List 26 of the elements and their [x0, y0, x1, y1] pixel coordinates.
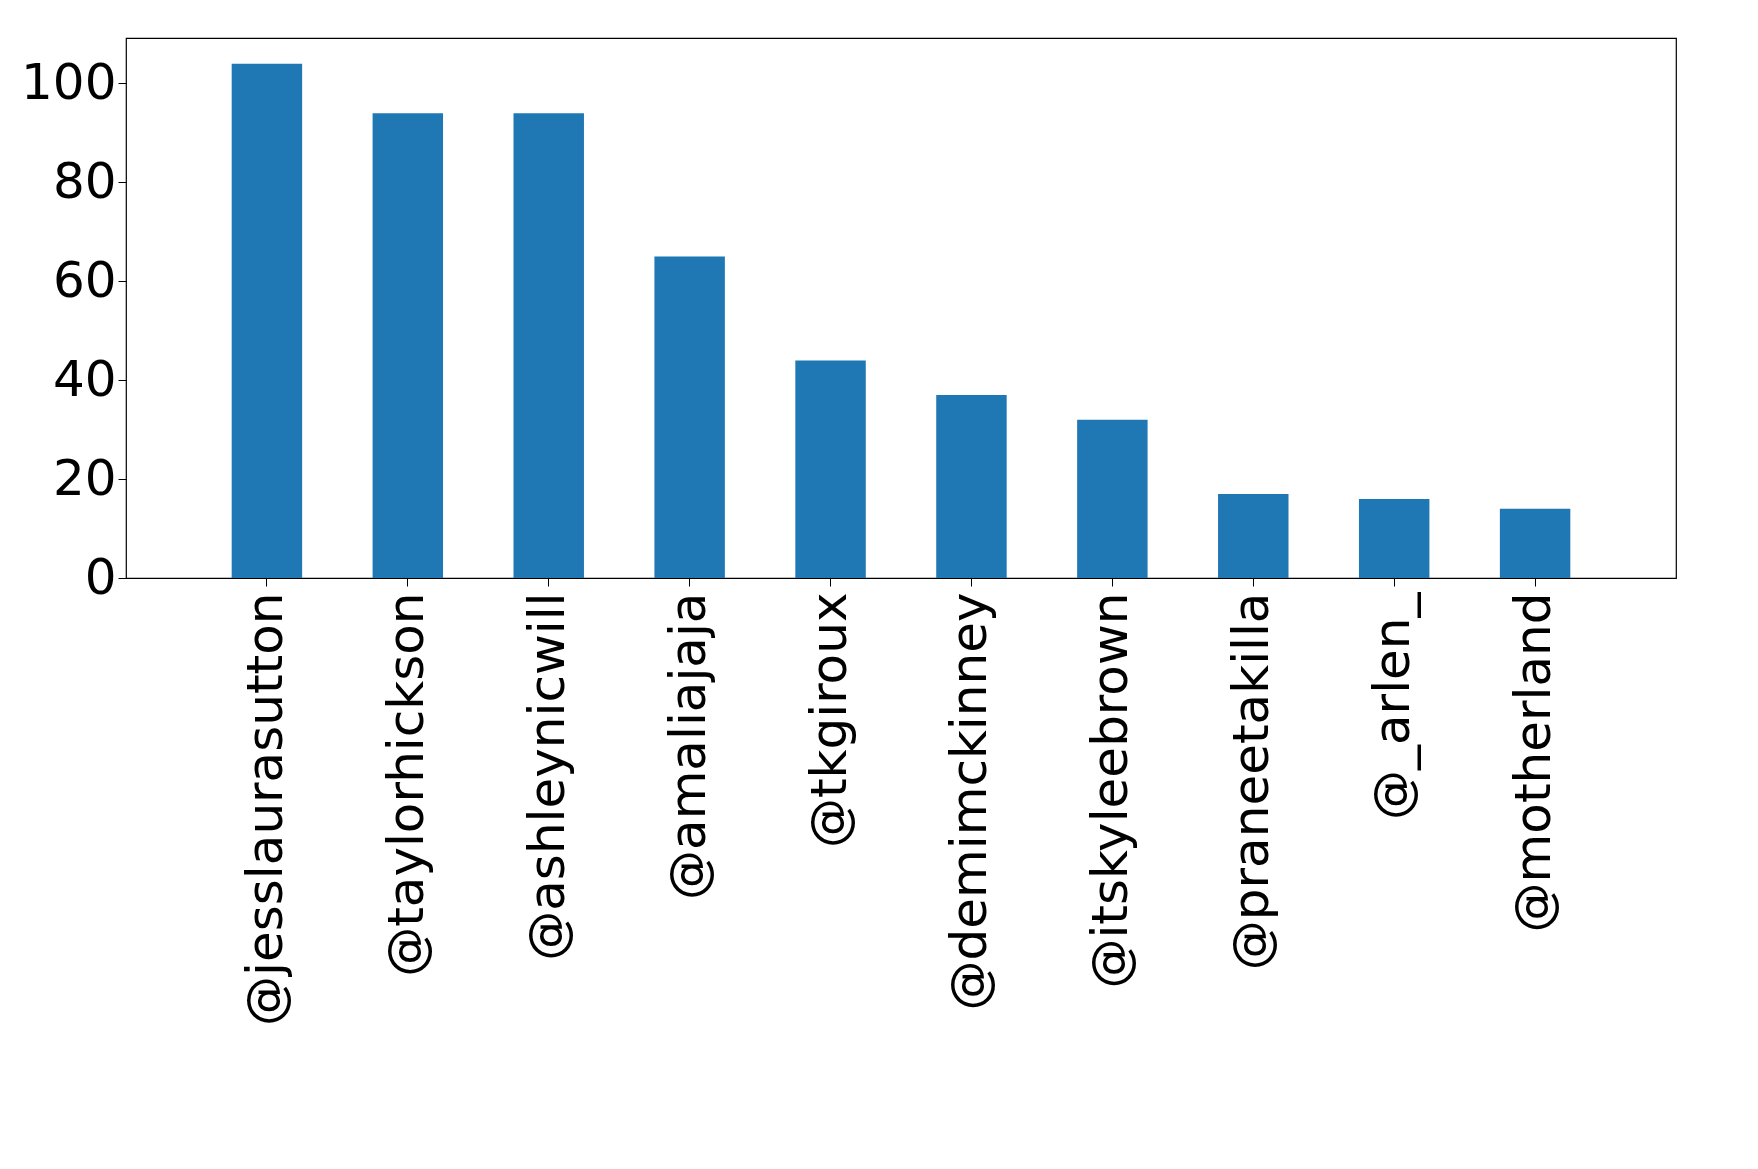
x-tick-label: @taylorhickson [376, 592, 435, 977]
bar [936, 395, 1007, 578]
y-tick-label: 80 [52, 151, 117, 210]
bar [231, 63, 303, 578]
x-tick-label: @praneetakilla [1222, 592, 1281, 971]
bar [1218, 493, 1289, 578]
y-tick-label: 100 [21, 52, 117, 111]
y-tick-label: 40 [52, 349, 117, 408]
x-tick-label: @jesslaurasutton [235, 592, 294, 1026]
x-tick-label: @itskyleebrown [1081, 592, 1140, 989]
x-tick-label: @tkgiroux [799, 592, 858, 849]
bar [1358, 498, 1430, 578]
x-tick-label: @motherland [1504, 592, 1563, 933]
bar [654, 256, 725, 578]
bar [372, 113, 444, 578]
bar [513, 113, 584, 578]
y-tick-label: 20 [52, 448, 117, 507]
y-tick-label: 0 [84, 547, 117, 606]
y-tick-label: 60 [52, 250, 117, 309]
bar [1499, 508, 1571, 578]
x-tick-label: @demimckinney [940, 592, 999, 1011]
x-tick-label: @_arlen_ [1363, 591, 1422, 821]
x-tick-label: @amaliajaja [658, 592, 717, 900]
bar [795, 360, 866, 578]
x-tick-label: @ashleynicwill [517, 592, 576, 961]
bar [1077, 419, 1148, 578]
